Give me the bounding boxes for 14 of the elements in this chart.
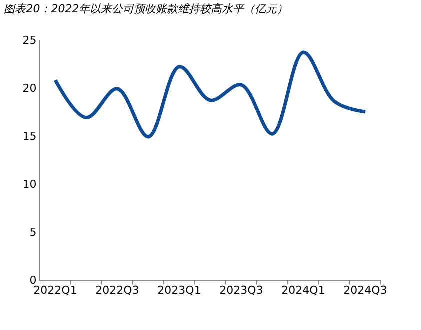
- line-series: [54, 50, 368, 139]
- x-tick-label: 2023Q1: [158, 284, 202, 298]
- x-tick-label: 2024Q3: [344, 284, 388, 298]
- y-tick-label: 0: [30, 274, 37, 287]
- chart-title: 图表20：2022年以来公司预收账款维持较高水平（亿元）: [4, 2, 288, 16]
- x-tick-label: 2022Q3: [96, 284, 140, 298]
- x-tick-label: 2024Q1: [282, 284, 326, 298]
- y-tick-label: 20: [22, 82, 37, 95]
- x-tick-label: 2023Q3: [220, 284, 264, 298]
- y-tick-label: 10: [22, 178, 37, 191]
- x-tick-label: 2022Q1: [34, 284, 78, 298]
- y-tick-label: 5: [30, 226, 37, 239]
- y-tick-label: 25: [22, 34, 37, 47]
- y-tick-label: 15: [22, 130, 37, 143]
